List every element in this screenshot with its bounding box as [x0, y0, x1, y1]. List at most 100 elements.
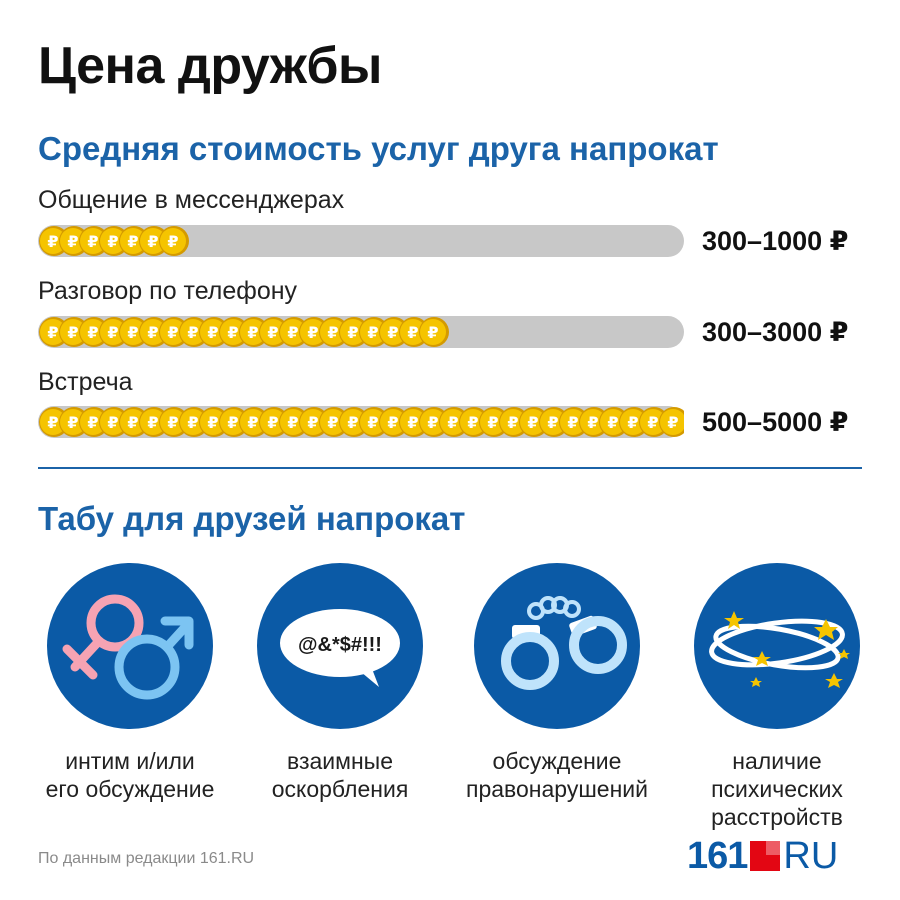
svg-text:₽: ₽: [247, 323, 258, 342]
taboo-circle: [694, 563, 860, 729]
svg-text:₽: ₽: [127, 232, 138, 251]
bar-track: ₽ ₽ ₽ ₽ ₽ ₽ ₽ ₽ ₽ ₽ ₽ ₽ ₽ ₽ ₽ ₽ ₽ ₽ ₽ ₽: [38, 316, 684, 348]
svg-text:₽: ₽: [587, 413, 598, 432]
site-logo[interactable]: 161 RU: [687, 835, 838, 877]
taboo-item-insults: @&*$#!!! взаимные оскорбления: [235, 563, 445, 803]
speech-bubble-icon: @&*$#!!!: [280, 609, 400, 687]
bar-value: 500–5000 ₽: [702, 407, 849, 437]
svg-text:₽: ₽: [67, 232, 78, 251]
svg-text:₽: ₽: [107, 323, 118, 342]
bar-label: Общение в мессенджерах: [38, 186, 345, 214]
section-divider: [38, 467, 862, 469]
taboo-caption: обсуждение правонарушений: [466, 748, 648, 802]
svg-text:₽: ₽: [407, 323, 418, 342]
svg-text:₽: ₽: [367, 323, 378, 342]
coin-icon: ₽: [159, 226, 189, 256]
svg-text:₽: ₽: [67, 413, 78, 432]
logo-square-icon: [750, 841, 781, 871]
svg-text:₽: ₽: [107, 413, 118, 432]
svg-text:₽: ₽: [127, 323, 138, 342]
dizzy-stars-icon: [709, 611, 850, 688]
svg-text:₽: ₽: [607, 413, 618, 432]
svg-text:₽: ₽: [487, 413, 498, 432]
svg-text:₽: ₽: [547, 413, 558, 432]
svg-text:₽: ₽: [407, 413, 418, 432]
taboo-title: Табу для друзей напрокат: [38, 500, 466, 537]
source-note: По данным редакции 161.RU: [38, 850, 255, 867]
svg-text:₽: ₽: [307, 323, 318, 342]
handcuffs-icon: [501, 596, 627, 690]
taboo-item-offenses: обсуждение правонарушений: [452, 563, 662, 803]
svg-text:₽: ₽: [467, 413, 478, 432]
logo-number: 161: [687, 834, 748, 877]
svg-text:₽: ₽: [147, 323, 158, 342]
svg-text:₽: ₽: [287, 323, 298, 342]
svg-text:₽: ₽: [307, 413, 318, 432]
chart-subtitle: Средняя стоимость услуг друга напрокат: [38, 130, 719, 167]
svg-text:₽: ₽: [187, 413, 198, 432]
svg-text:₽: ₽: [667, 413, 678, 432]
taboo-item-intimacy: интим и/или его обсуждение: [25, 563, 235, 803]
svg-text:₽: ₽: [527, 413, 538, 432]
coin-stack: ₽ ₽ ₽ ₽ ₽ ₽ ₽ ₽ ₽ ₽ ₽ ₽ ₽ ₽ ₽ ₽ ₽ ₽ ₽ ₽ ₽ ₽ ₽ ₽ ₽ ₽ ₽ ₽ ₽ ₽ ₽ ₽: [39, 407, 684, 437]
svg-text:₽: ₽: [347, 323, 358, 342]
svg-text:₽: ₽: [287, 413, 298, 432]
svg-text:₽: ₽: [47, 413, 58, 432]
bar-label: Встреча: [38, 368, 133, 396]
taboo-circle: [47, 563, 213, 729]
taboo-caption: взаимные оскорбления: [271, 748, 409, 802]
coin-icon: ₽: [659, 407, 684, 437]
svg-text:₽: ₽: [387, 413, 398, 432]
svg-text:₽: ₽: [347, 413, 358, 432]
svg-text:₽: ₽: [167, 323, 178, 342]
svg-text:₽: ₽: [327, 413, 338, 432]
taboo-circle: [474, 563, 640, 729]
svg-text:₽: ₽: [227, 413, 238, 432]
svg-text:₽: ₽: [387, 323, 398, 342]
taboo-caption: интим и/или его обсуждение: [45, 748, 215, 802]
svg-text:₽: ₽: [447, 413, 458, 432]
svg-text:₽: ₽: [207, 323, 218, 342]
svg-text:₽: ₽: [87, 413, 98, 432]
svg-text:₽: ₽: [187, 323, 198, 342]
logo-suffix: RU: [783, 834, 839, 877]
bar-value: 300–1000 ₽: [702, 226, 849, 256]
svg-text:₽: ₽: [67, 323, 78, 342]
svg-text:₽: ₽: [207, 413, 218, 432]
svg-text:₽: ₽: [47, 323, 58, 342]
svg-text:₽: ₽: [147, 232, 158, 251]
bar-track: ₽ ₽ ₽ ₽ ₽ ₽ ₽: [38, 225, 684, 257]
svg-text:₽: ₽: [267, 323, 278, 342]
svg-text:₽: ₽: [247, 413, 258, 432]
svg-text:₽: ₽: [367, 413, 378, 432]
taboo-caption: наличие психических расстройств: [711, 748, 843, 830]
svg-text:₽: ₽: [107, 232, 118, 251]
taboo-item-mental-disorders: наличие психических расстройств: [672, 563, 882, 831]
bubble-text: @&*$#!!!: [298, 634, 382, 656]
page-title: Цена дружбы: [38, 37, 382, 95]
taboo-circle: @&*$#!!!: [257, 563, 423, 729]
svg-text:₽: ₽: [427, 413, 438, 432]
gender-symbols-icon: [62, 594, 194, 700]
svg-text:₽: ₽: [167, 232, 178, 251]
bar-value: 300–3000 ₽: [702, 317, 849, 347]
svg-text:₽: ₽: [167, 413, 178, 432]
svg-text:₽: ₽: [227, 323, 238, 342]
svg-text:₽: ₽: [87, 323, 98, 342]
svg-text:₽: ₽: [327, 323, 338, 342]
svg-text:₽: ₽: [127, 413, 138, 432]
svg-text:₽: ₽: [87, 232, 98, 251]
svg-text:₽: ₽: [627, 413, 638, 432]
coin-icon: ₽: [419, 317, 449, 347]
svg-text:₽: ₽: [647, 413, 658, 432]
coin-stack: ₽ ₽ ₽ ₽ ₽ ₽ ₽: [39, 226, 189, 256]
bar-label: Разговор по телефону: [38, 277, 298, 305]
coin-stack: ₽ ₽ ₽ ₽ ₽ ₽ ₽ ₽ ₽ ₽ ₽ ₽ ₽ ₽ ₽ ₽ ₽ ₽ ₽ ₽: [39, 317, 449, 347]
bar-track: ₽ ₽ ₽ ₽ ₽ ₽ ₽ ₽ ₽ ₽ ₽ ₽ ₽ ₽ ₽ ₽ ₽ ₽ ₽ ₽ ₽ ₽ ₽ ₽ ₽ ₽ ₽ ₽ ₽ ₽ ₽ ₽: [38, 406, 684, 438]
svg-text:₽: ₽: [427, 323, 438, 342]
svg-text:₽: ₽: [567, 413, 578, 432]
svg-text:₽: ₽: [507, 413, 518, 432]
svg-text:₽: ₽: [267, 413, 278, 432]
svg-text:₽: ₽: [47, 232, 58, 251]
svg-text:₽: ₽: [147, 413, 158, 432]
